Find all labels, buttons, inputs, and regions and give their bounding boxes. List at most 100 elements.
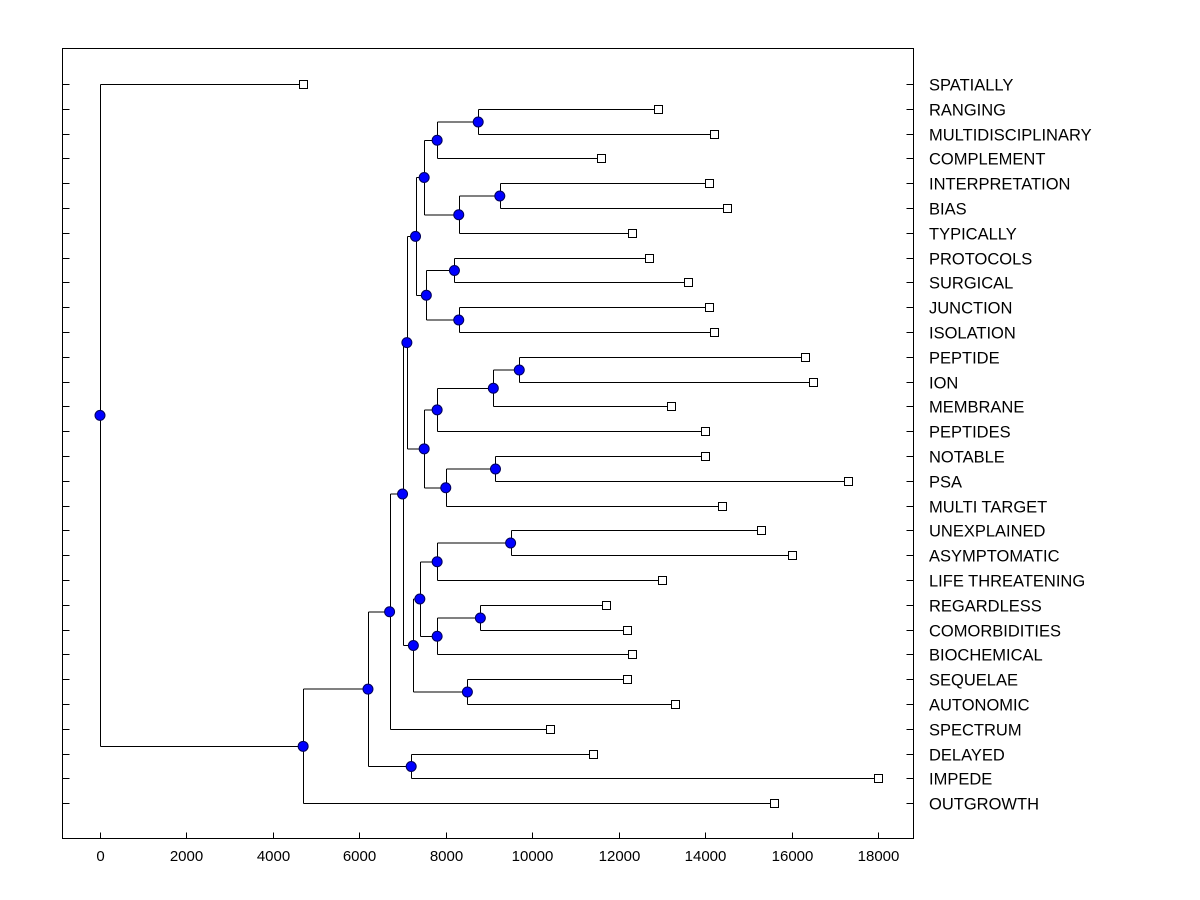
x-tick-label: 16000 bbox=[772, 848, 814, 865]
leaf-label-membrane: MEMBRANE bbox=[929, 399, 1024, 417]
leaf-label-isolation: ISOLATION bbox=[929, 325, 1016, 343]
leaf-label-protocols: PROTOCOLS bbox=[929, 251, 1032, 269]
leaf-labels: SPATIALLY RANGING MULTIDISCIPLINARY COMPLEM… bbox=[929, 77, 1092, 814]
merge-node-n15 bbox=[418, 443, 430, 455]
merge-node-n6 bbox=[448, 265, 460, 276]
leaf-marker-complement bbox=[597, 154, 606, 163]
x-tick-label: 2000 bbox=[170, 848, 203, 865]
leaf-label-typically: TYPICALLY bbox=[929, 226, 1017, 244]
leaf-marker-psa bbox=[844, 477, 853, 486]
leaf-marker-asymptomatic bbox=[788, 551, 797, 560]
leaf-marker-spatially bbox=[299, 80, 308, 89]
leaf-marker-ranging bbox=[654, 105, 663, 114]
leaf-label-ion: ION bbox=[929, 375, 958, 393]
x-tick-label: 12000 bbox=[599, 848, 641, 865]
leaf-marker-bias bbox=[723, 204, 732, 213]
leaf-marker-unexplained bbox=[757, 526, 766, 535]
leaf-label-multidisciplinary: MULTIDISCIPLINARY bbox=[929, 127, 1092, 145]
leaf-label-delayed: DELAYED bbox=[929, 747, 1005, 765]
merge-node-root bbox=[94, 409, 106, 421]
x-tick-label: 10000 bbox=[512, 848, 554, 865]
leaf-marker-autonomic bbox=[671, 700, 680, 709]
merge-node-n1 bbox=[472, 116, 484, 128]
merge-node-n5 bbox=[418, 172, 430, 183]
leaf-label-ranging: RANGING bbox=[929, 102, 1006, 120]
merge-node-n13 bbox=[489, 463, 501, 475]
merge-node-n10 bbox=[513, 364, 525, 376]
leaf-marker-surgical bbox=[684, 278, 693, 287]
merge-node-n23 bbox=[407, 640, 419, 651]
leaf-label-impede: IMPEDE bbox=[929, 771, 992, 789]
x-tick-label: 4000 bbox=[257, 848, 290, 865]
leaf-label-sequelae: SEQUELAE bbox=[929, 672, 1018, 690]
leaf-marker-ion bbox=[809, 378, 818, 387]
leaf-label-spectrum: SPECTRUM bbox=[929, 722, 1022, 740]
leaf-marker-peptides bbox=[701, 427, 710, 436]
leaf-label-regardless: REGARDLESS bbox=[929, 598, 1042, 616]
x-tick-label: 0 bbox=[96, 848, 104, 865]
leaf-label-interpretation: INTERPRETATION bbox=[929, 176, 1070, 194]
merge-nodes bbox=[94, 116, 525, 772]
leaf-label-notable: NOTABLE bbox=[929, 449, 1005, 467]
merge-node-n22 bbox=[461, 686, 473, 698]
leaf-label-complement: COMPLEMENT bbox=[929, 151, 1045, 169]
x-axis: 0 2000 4000 6000 8000 10000 12000 14000 16000 180… bbox=[96, 832, 900, 865]
leaf-marker-outgrowth bbox=[770, 799, 779, 808]
leaf-label-bias: BIAS bbox=[929, 201, 967, 219]
leaf-label-spatially: SPATIALLY bbox=[929, 77, 1013, 95]
leaf-marker-spectrum bbox=[546, 725, 555, 734]
leaf-marker-membrane bbox=[667, 402, 676, 411]
merge-node-n18 bbox=[431, 556, 443, 568]
leaf-label-peptides: PEPTIDES bbox=[929, 424, 1011, 442]
leaf-marker-peptide bbox=[801, 353, 810, 362]
merge-node-n14 bbox=[440, 482, 452, 494]
merge-node-n27 bbox=[362, 683, 374, 695]
leaf-marker-multidisciplinary bbox=[710, 130, 719, 139]
x-tick-label: 8000 bbox=[430, 848, 463, 865]
merge-node-n9 bbox=[410, 230, 422, 242]
merge-node-n26 bbox=[405, 761, 417, 772]
leaf-marker-typically bbox=[628, 229, 637, 238]
merge-node-n2 bbox=[431, 134, 443, 146]
leaf-marker-interpretation bbox=[705, 179, 714, 188]
merge-node-n28 bbox=[297, 740, 309, 752]
x-tick-label: 14000 bbox=[685, 848, 727, 865]
leaf-marker-comorbidities bbox=[623, 626, 632, 635]
leaf-markers bbox=[299, 80, 883, 808]
merge-node-n12 bbox=[431, 404, 443, 416]
leaf-label-junction: JUNCTION bbox=[929, 300, 1012, 318]
y-axis-ticks bbox=[62, 84, 914, 804]
leaf-label-outgrowth: OUTGROWTH bbox=[929, 796, 1039, 814]
leaf-label-comorbidities: COMORBIDITIES bbox=[929, 623, 1061, 641]
merge-node-n21 bbox=[414, 593, 426, 605]
merge-node-n3 bbox=[494, 190, 506, 202]
merge-node-n24 bbox=[397, 488, 409, 500]
leaf-marker-delayed bbox=[589, 750, 598, 759]
x-tick-label: 18000 bbox=[858, 848, 900, 865]
leaf-marker-life-threatening bbox=[658, 576, 667, 585]
merge-node-n19 bbox=[474, 612, 486, 624]
dendrogram-links bbox=[100, 84, 878, 804]
leaf-marker-regardless bbox=[602, 601, 611, 610]
leaf-marker-impede bbox=[874, 774, 883, 783]
leaf-label-autonomic: AUTONOMIC bbox=[929, 697, 1030, 715]
merge-node-n20 bbox=[431, 630, 443, 642]
leaf-label-life-threatening: LIFE THREATENING bbox=[929, 573, 1085, 591]
leaf-label-asymptomatic: ASYMPTOMATIC bbox=[929, 548, 1060, 566]
leaf-label-psa: PSA bbox=[929, 474, 962, 492]
merge-node-n4 bbox=[453, 209, 465, 221]
leaf-marker-isolation bbox=[710, 328, 719, 337]
leaf-label-peptide: PEPTIDE bbox=[929, 350, 1000, 368]
leaf-label-surgical: SURGICAL bbox=[929, 275, 1013, 293]
plot-frame bbox=[62, 48, 914, 839]
leaf-marker-notable bbox=[701, 452, 710, 461]
merge-node-n25 bbox=[384, 606, 396, 618]
leaf-marker-protocols bbox=[645, 254, 654, 263]
merge-node-n16 bbox=[401, 337, 413, 349]
leaf-label-biochemical: BIOCHEMICAL bbox=[929, 647, 1043, 665]
leaf-label-unexplained: UNEXPLAINED bbox=[929, 523, 1046, 541]
x-tick-label: 6000 bbox=[343, 848, 376, 865]
merge-node-n11 bbox=[487, 382, 499, 394]
leaf-marker-sequelae bbox=[623, 675, 632, 684]
leaf-marker-biochemical bbox=[628, 650, 637, 659]
